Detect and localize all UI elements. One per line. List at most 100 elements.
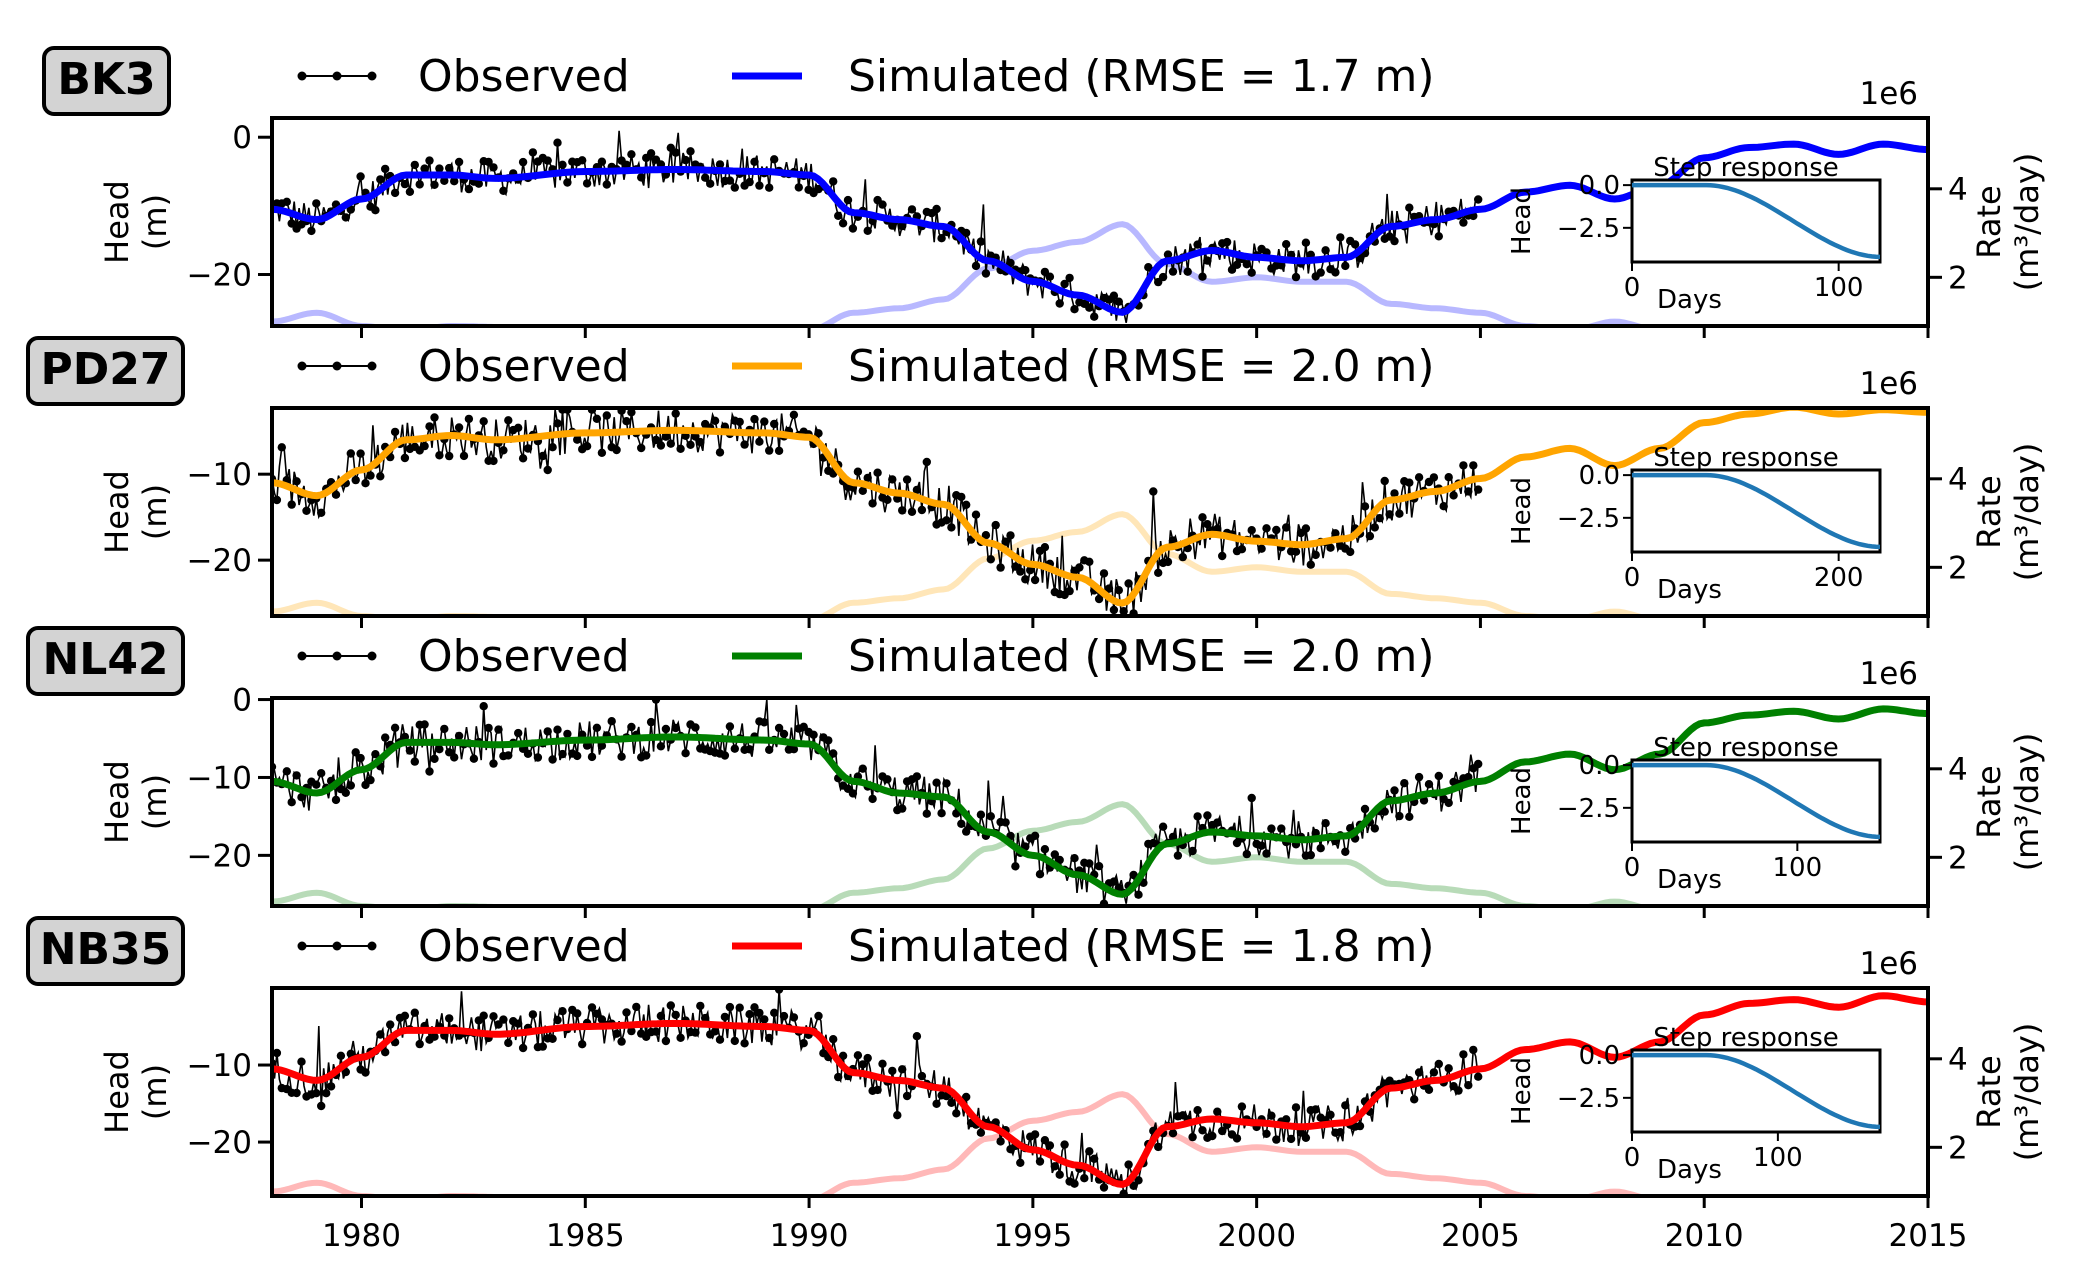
observed-point <box>1469 461 1478 470</box>
rate-axis-label-line2: (m³/day) <box>2008 1023 2046 1162</box>
observed-point <box>1341 261 1350 271</box>
observed-point <box>1380 476 1389 486</box>
observed-point <box>582 179 592 188</box>
rate-tick-label: 4 <box>1948 752 1968 788</box>
observed-point <box>725 722 735 731</box>
observed-point <box>420 164 429 173</box>
observed-point <box>656 441 666 450</box>
observed-point <box>1109 605 1119 615</box>
rate-series <box>272 801 1649 906</box>
legend-observed-label: Observed <box>418 631 630 682</box>
observed-point <box>1035 870 1045 879</box>
observed-point <box>1075 563 1084 572</box>
observed-point <box>1222 237 1232 247</box>
observed-point <box>543 727 552 736</box>
observed-point <box>755 181 764 190</box>
observed-point <box>612 1029 621 1038</box>
inset-y-tick-label: 0.0 <box>1579 1041 1620 1071</box>
observed-point <box>745 177 754 187</box>
observed-point <box>809 730 818 739</box>
observed-point <box>765 1033 774 1043</box>
inset-y-label-wrap: Head <box>1507 187 1537 255</box>
legend-observed-marker <box>332 941 342 951</box>
observed-point <box>563 729 572 739</box>
observed-point <box>750 1003 759 1012</box>
observed-point <box>592 723 602 732</box>
observed-point <box>317 508 326 517</box>
x-tick-label: 2015 <box>1889 1218 1968 1254</box>
observed-point <box>898 221 907 231</box>
observed-point <box>1080 1174 1089 1183</box>
observed-point <box>1242 849 1252 859</box>
observed-point <box>1188 846 1197 856</box>
axes-frame <box>270 406 1930 618</box>
observed-point <box>1301 524 1311 533</box>
observed-point <box>1277 261 1286 270</box>
observed-point <box>1094 594 1104 604</box>
inset-x-label: Days <box>1657 285 1722 315</box>
inset-x-tick-label: 0 <box>1624 563 1641 593</box>
observed-point <box>922 457 931 467</box>
inset-x-tick-label: 100 <box>1773 853 1823 883</box>
observed-point <box>1474 1072 1483 1081</box>
observed-point <box>1203 520 1212 529</box>
observed-point <box>622 160 631 169</box>
rate-multiplier: 1e6 <box>1859 366 1918 402</box>
axes-frame <box>270 116 1930 328</box>
observed-point <box>1168 1129 1178 1138</box>
observed-point <box>277 443 286 452</box>
observed-point <box>681 155 690 165</box>
legend-observed-marker <box>332 651 342 661</box>
observed-point <box>1085 303 1094 312</box>
observed-point <box>400 179 410 189</box>
legend-simulated-label: Simulated (RMSE = 2.0 m) <box>848 341 1435 392</box>
rate-axis-label: Rate (m³/day) <box>1970 443 2046 582</box>
observed-point <box>1390 236 1399 246</box>
observed-point <box>1414 772 1424 782</box>
legend-simulated-label: Simulated (RMSE = 1.8 m) <box>848 921 1435 972</box>
observed-point <box>602 411 611 420</box>
observed-point <box>1154 568 1163 577</box>
observed-point <box>888 475 897 484</box>
observed-point <box>1400 779 1409 788</box>
observed-point <box>1021 575 1030 584</box>
observed-point <box>356 172 365 181</box>
observed-point <box>725 176 735 185</box>
observed-point <box>1070 305 1079 314</box>
observed-point <box>1336 1128 1345 1137</box>
legend-observed-marker <box>332 71 342 81</box>
rate-multiplier: 1e6 <box>1859 76 1918 112</box>
observed-point <box>1257 841 1266 850</box>
observed-point <box>666 439 675 448</box>
observed-point <box>730 1036 739 1046</box>
observed-point <box>440 176 449 185</box>
observed-point <box>1291 272 1301 282</box>
observed-point <box>1099 1183 1109 1192</box>
observed-point <box>1449 491 1458 500</box>
observed-point <box>962 500 971 509</box>
observed-point <box>720 751 730 760</box>
observed-point <box>430 754 439 763</box>
observed-point <box>814 429 823 438</box>
observed-point <box>548 1034 557 1044</box>
observed-point <box>381 733 390 742</box>
observed-point <box>533 753 543 762</box>
observed-point <box>518 454 528 463</box>
observed-point <box>1410 1095 1419 1104</box>
observed-point <box>558 160 567 169</box>
inset-x-label: Days <box>1657 1155 1722 1185</box>
observed-point <box>868 794 877 804</box>
y-tick-label: −10 <box>187 1048 252 1084</box>
observed-point <box>1301 1133 1311 1143</box>
observed-point <box>410 1008 419 1017</box>
observed-point <box>1114 586 1124 595</box>
observed-point <box>1090 1154 1099 1164</box>
legend-observed-marker <box>332 361 342 371</box>
observed-point <box>838 1051 848 1061</box>
observed-series-line <box>272 130 1479 323</box>
observed-point <box>1060 279 1069 289</box>
observed-point <box>326 1082 336 1091</box>
observed-point <box>770 155 779 164</box>
observed-point <box>873 468 882 477</box>
observed-point <box>991 520 1000 530</box>
